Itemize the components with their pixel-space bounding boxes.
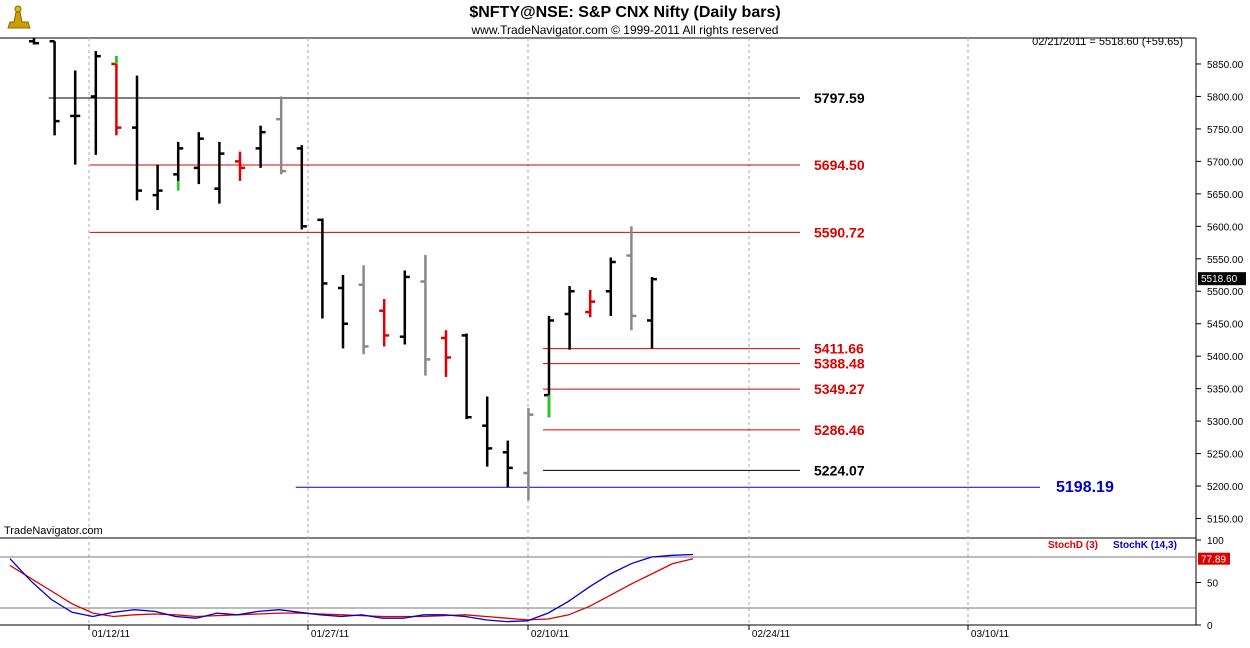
x-tick-label: 02/10/11 — [531, 629, 570, 640]
stoch-series-line — [9, 553, 694, 623]
ohlc-bar — [564, 286, 575, 350]
level-label: 5388.48 — [814, 356, 865, 372]
legend-stochk: StochK (14,3) — [1113, 540, 1177, 551]
plot-frames — [0, 37, 1197, 626]
y-tick-label: 5500.00 — [1207, 287, 1244, 298]
ohlc-bar — [647, 276, 657, 349]
level-label: 5198.19 — [1056, 479, 1114, 496]
ohlc-bar — [502, 440, 513, 488]
ohlc-bar — [420, 254, 431, 376]
ohlc-bar — [49, 39, 60, 136]
level-label: 5797.59 — [814, 90, 865, 106]
ohlc-bar — [276, 96, 287, 175]
stoch-series-line — [9, 558, 694, 621]
ohlc-bar — [605, 257, 616, 316]
last-price-tag: 5518.60 — [1198, 272, 1246, 286]
trade-navigator-logo-icon — [4, 4, 34, 32]
level-label: 5590.72 — [814, 224, 865, 240]
y-tick-label: 5800.00 — [1207, 92, 1244, 103]
level-label: 5349.27 — [814, 381, 865, 397]
ohlc-bar — [338, 275, 348, 349]
y-tick-label: 5650.00 — [1207, 190, 1244, 201]
level-label: 5224.07 — [814, 462, 865, 478]
stoch-tick-label: 50 — [1207, 579, 1219, 590]
date-axis: 01/12/11 01/27/11 02/10/11 02/24/11 03/10/11 — [88, 625, 1010, 640]
ohlc-bar — [235, 151, 245, 181]
ohlc-bar — [441, 330, 451, 377]
stoch-tick-label: 0 — [1207, 621, 1213, 632]
ohlc-bar — [29, 38, 39, 45]
stoch-last-label: 77.89 — [1201, 555, 1226, 566]
level-label: 5286.46 — [814, 422, 865, 438]
x-tick-label: 01/12/11 — [92, 629, 131, 640]
ohlc-bar — [399, 270, 410, 345]
y-tick-label: 5300.00 — [1207, 417, 1244, 428]
ohlc-bar — [379, 299, 390, 347]
y-tick-label: 5350.00 — [1207, 385, 1244, 396]
y-tick-label: 5450.00 — [1207, 320, 1244, 331]
ohlc-bar — [461, 333, 472, 420]
ohlc-bar — [296, 145, 307, 230]
x-tick-label: 01/27/11 — [311, 629, 350, 640]
ohlc-bar — [482, 396, 493, 467]
ohlc-bar — [358, 265, 369, 355]
level-label: 5694.50 — [814, 157, 865, 173]
ohlc-bar — [152, 164, 163, 211]
watermark: TradeNavigator.com — [4, 525, 103, 537]
ohlc-bar — [523, 408, 534, 501]
price-axis: 5150.00 5200.00 5250.00 5300.00 5350.00 5400.… — [1196, 60, 1244, 526]
ohlc-bar — [111, 56, 122, 136]
ohlc-bar — [193, 132, 204, 185]
ohlc-bar — [626, 226, 637, 331]
stochastic-panel: 0 50 100 — [0, 536, 1224, 632]
y-tick-label: 5600.00 — [1207, 222, 1244, 233]
price-readout: 02/21/2011 = 5518.60 (+59.65) — [1032, 36, 1183, 48]
ohlc-bars — [29, 38, 657, 501]
last-price-label: 5518.60 — [1201, 274, 1238, 285]
y-tick-label: 5150.00 — [1207, 515, 1244, 526]
level-label: 5411.66 — [814, 341, 864, 357]
stoch-last-tag: 77.89 — [1198, 552, 1230, 566]
y-tick-label: 5700.00 — [1207, 157, 1244, 168]
y-tick-label: 5200.00 — [1207, 482, 1244, 493]
ohlc-bar — [255, 125, 266, 168]
y-tick-label: 5850.00 — [1207, 60, 1244, 71]
y-tick-label: 5250.00 — [1207, 450, 1244, 461]
ohlc-bar — [585, 289, 596, 318]
chart-title: $NFTY@NSE: S&P CNX Nifty (Daily bars) — [469, 4, 780, 21]
ohlc-bar — [132, 75, 142, 201]
date-gridlines — [88, 38, 969, 625]
x-tick-label: 03/10/11 — [971, 629, 1010, 640]
y-tick-label: 5400.00 — [1207, 352, 1244, 363]
chart-subtitle: www.TradeNavigator.com © 1999-2011 All r… — [471, 23, 779, 37]
ohlc-bar — [214, 141, 225, 204]
y-tick-label: 5750.00 — [1207, 125, 1244, 136]
legend-stochd: StochD (3) — [1048, 540, 1098, 551]
y-tick-label: 5550.00 — [1207, 255, 1244, 266]
ohlc-bar — [70, 70, 81, 165]
ohlc-bar — [90, 50, 101, 155]
ohlc-bar — [317, 218, 328, 319]
x-tick-label: 02/24/11 — [752, 629, 791, 640]
stoch-tick-label: 100 — [1207, 536, 1224, 547]
